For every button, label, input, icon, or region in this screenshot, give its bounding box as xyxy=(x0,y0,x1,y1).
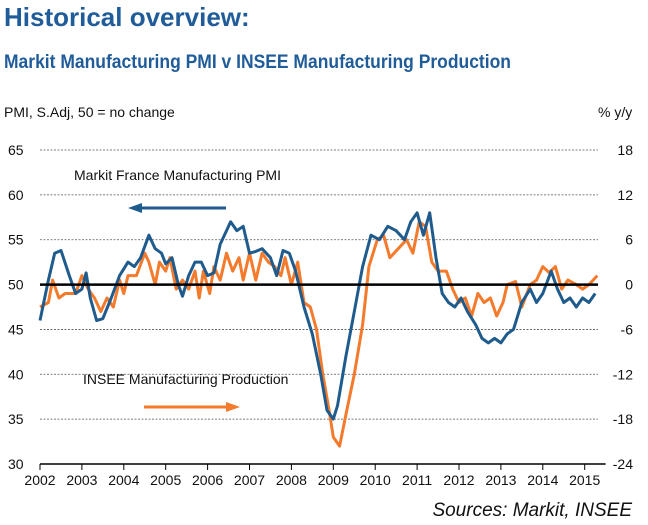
x-tick-label: 2003 xyxy=(66,472,97,488)
left-tick-label: 30 xyxy=(8,456,24,472)
left-arrow-icon xyxy=(128,203,226,213)
right-arrow-icon xyxy=(144,402,240,412)
x-tick-label: 2009 xyxy=(318,472,349,488)
chart-subtitle: Markit Manufacturing PMI v INSEE Manufac… xyxy=(4,52,511,73)
source-note: Sources: Markit, INSEE xyxy=(432,500,632,521)
x-tick-label: 2007 xyxy=(234,472,265,488)
left-tick-label: 60 xyxy=(8,187,24,203)
x-tick-label: 2004 xyxy=(108,472,139,488)
x-tick-label: 2012 xyxy=(443,472,474,488)
left-tick-label: 40 xyxy=(8,366,24,382)
right-tick-label: -6 xyxy=(621,321,634,337)
x-tick-label: 2006 xyxy=(192,472,223,488)
legend-pmi-label: Markit France Manufacturing PMI xyxy=(74,167,281,183)
right-tick-label: -12 xyxy=(613,366,633,382)
x-tick-label: 2011 xyxy=(402,472,432,488)
x-tick-label: 2010 xyxy=(360,472,391,488)
left-tick-label: 45 xyxy=(8,321,24,337)
right-tick-label: 12 xyxy=(617,187,633,203)
legend-production-label: INSEE Manufacturing Production xyxy=(83,371,288,387)
x-tick-label: 2015 xyxy=(569,472,600,488)
right-tick-label: -24 xyxy=(613,456,633,472)
production-series-line xyxy=(39,220,599,448)
slide-title: Historical overview: xyxy=(4,2,250,32)
pmi-series-line xyxy=(38,211,597,421)
left-tick-label: 55 xyxy=(8,232,24,248)
right-axis-label: % y/y xyxy=(598,104,632,120)
right-tick-label: -18 xyxy=(613,411,633,427)
x-tick-label: 2002 xyxy=(24,472,55,488)
right-tick-label: 18 xyxy=(617,142,633,158)
x-tick-label: 2013 xyxy=(485,472,516,488)
x-tick-label: 2005 xyxy=(150,472,181,488)
right-tick-label: 6 xyxy=(625,232,633,248)
left-tick-label: 35 xyxy=(8,411,24,427)
left-tick-label: 50 xyxy=(8,277,24,293)
right-tick-label: 0 xyxy=(625,277,633,293)
x-tick-label: 2014 xyxy=(527,472,558,488)
left-axis-label: PMI, S.Adj, 50 = no change xyxy=(4,104,175,120)
x-tick-label: 2008 xyxy=(276,472,307,488)
left-tick-label: 65 xyxy=(8,142,24,158)
